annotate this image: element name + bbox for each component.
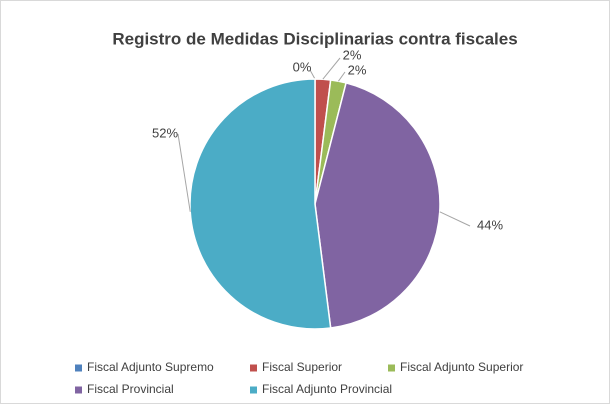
legend-label: Fiscal Superior — [262, 360, 342, 374]
legend-swatch — [388, 364, 395, 372]
legend-label: Fiscal Adjunto Provincial — [262, 382, 392, 396]
legend-swatch — [75, 386, 82, 394]
data-label: 0% — [293, 59, 312, 74]
leader-line — [322, 57, 341, 80]
pie-slice — [314, 82, 441, 329]
leader-line — [177, 133, 191, 212]
legend-label: Fiscal Adjunto Superior — [400, 360, 523, 374]
legend-swatch — [250, 364, 257, 372]
data-label: 2% — [343, 47, 362, 62]
data-label: 52% — [152, 125, 178, 140]
leader-line — [338, 71, 346, 82]
chart-title: Registro de Medidas Disciplinarias contr… — [112, 29, 517, 48]
data-label: 44% — [477, 217, 503, 232]
legend-swatch — [250, 386, 257, 394]
legend-label: Fiscal Adjunto Supremo — [87, 360, 214, 374]
legend-swatch — [75, 364, 82, 372]
legend-label: Fiscal Provincial — [87, 382, 174, 396]
data-label: 2% — [348, 62, 367, 77]
leader-line — [309, 69, 316, 80]
leader-line — [439, 211, 471, 227]
